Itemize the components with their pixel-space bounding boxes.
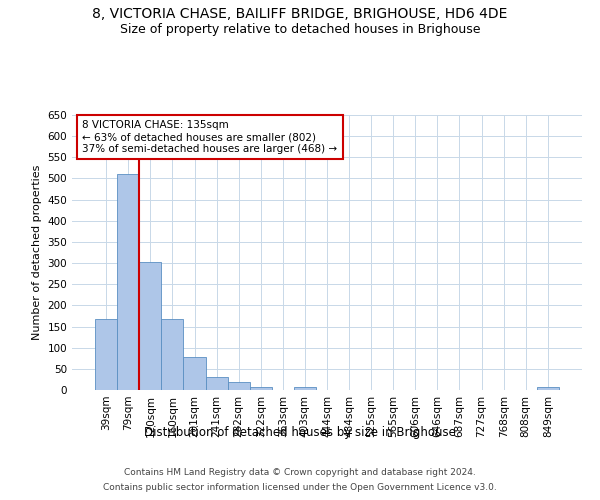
Bar xyxy=(139,262,161,390)
Text: Contains public sector information licensed under the Open Government Licence v3: Contains public sector information licen… xyxy=(103,483,497,492)
Bar xyxy=(227,382,250,390)
Bar xyxy=(117,174,139,390)
Bar xyxy=(537,387,559,390)
Bar xyxy=(161,319,184,390)
Bar xyxy=(184,357,206,390)
Bar xyxy=(294,386,316,390)
Text: Size of property relative to detached houses in Brighouse: Size of property relative to detached ho… xyxy=(120,22,480,36)
Text: 8 VICTORIA CHASE: 135sqm
← 63% of detached houses are smaller (802)
37% of semi-: 8 VICTORIA CHASE: 135sqm ← 63% of detach… xyxy=(82,120,337,154)
Text: Distribution of detached houses by size in Brighouse: Distribution of detached houses by size … xyxy=(144,426,456,439)
Y-axis label: Number of detached properties: Number of detached properties xyxy=(32,165,42,340)
Text: Contains HM Land Registry data © Crown copyright and database right 2024.: Contains HM Land Registry data © Crown c… xyxy=(124,468,476,477)
Bar xyxy=(206,377,227,390)
Text: 8, VICTORIA CHASE, BAILIFF BRIDGE, BRIGHOUSE, HD6 4DE: 8, VICTORIA CHASE, BAILIFF BRIDGE, BRIGH… xyxy=(92,8,508,22)
Bar xyxy=(95,319,117,390)
Bar xyxy=(250,386,272,390)
